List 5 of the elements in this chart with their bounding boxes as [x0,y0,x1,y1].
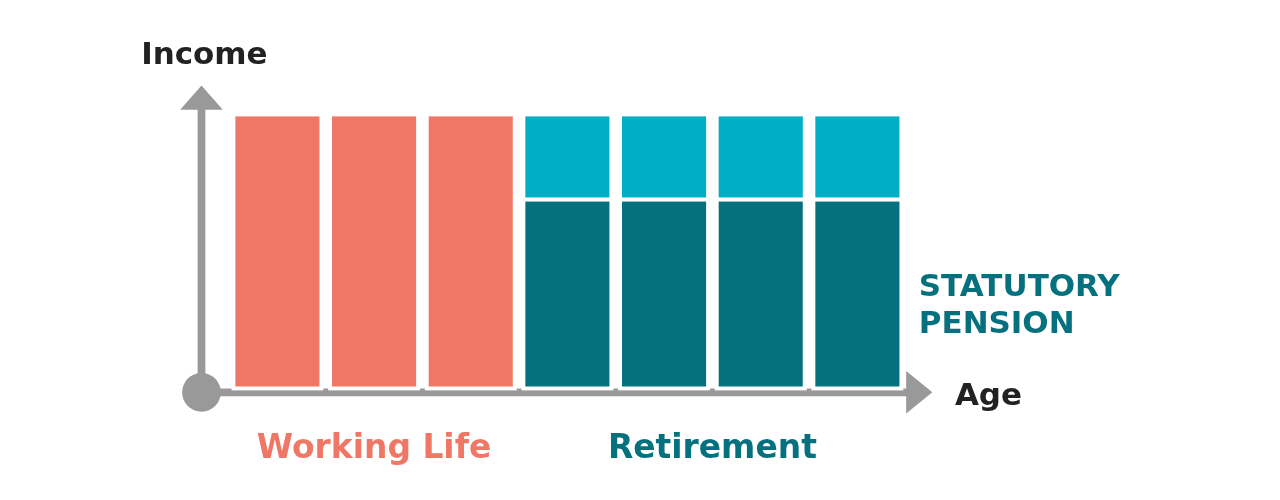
x-axis-title: Age [954,375,1023,412]
series-label: STATUTORY PENSION [918,266,1121,340]
y-axis-title: Income [141,35,268,72]
series-label: Working Life [256,427,492,467]
text: Retirement [607,427,817,467]
